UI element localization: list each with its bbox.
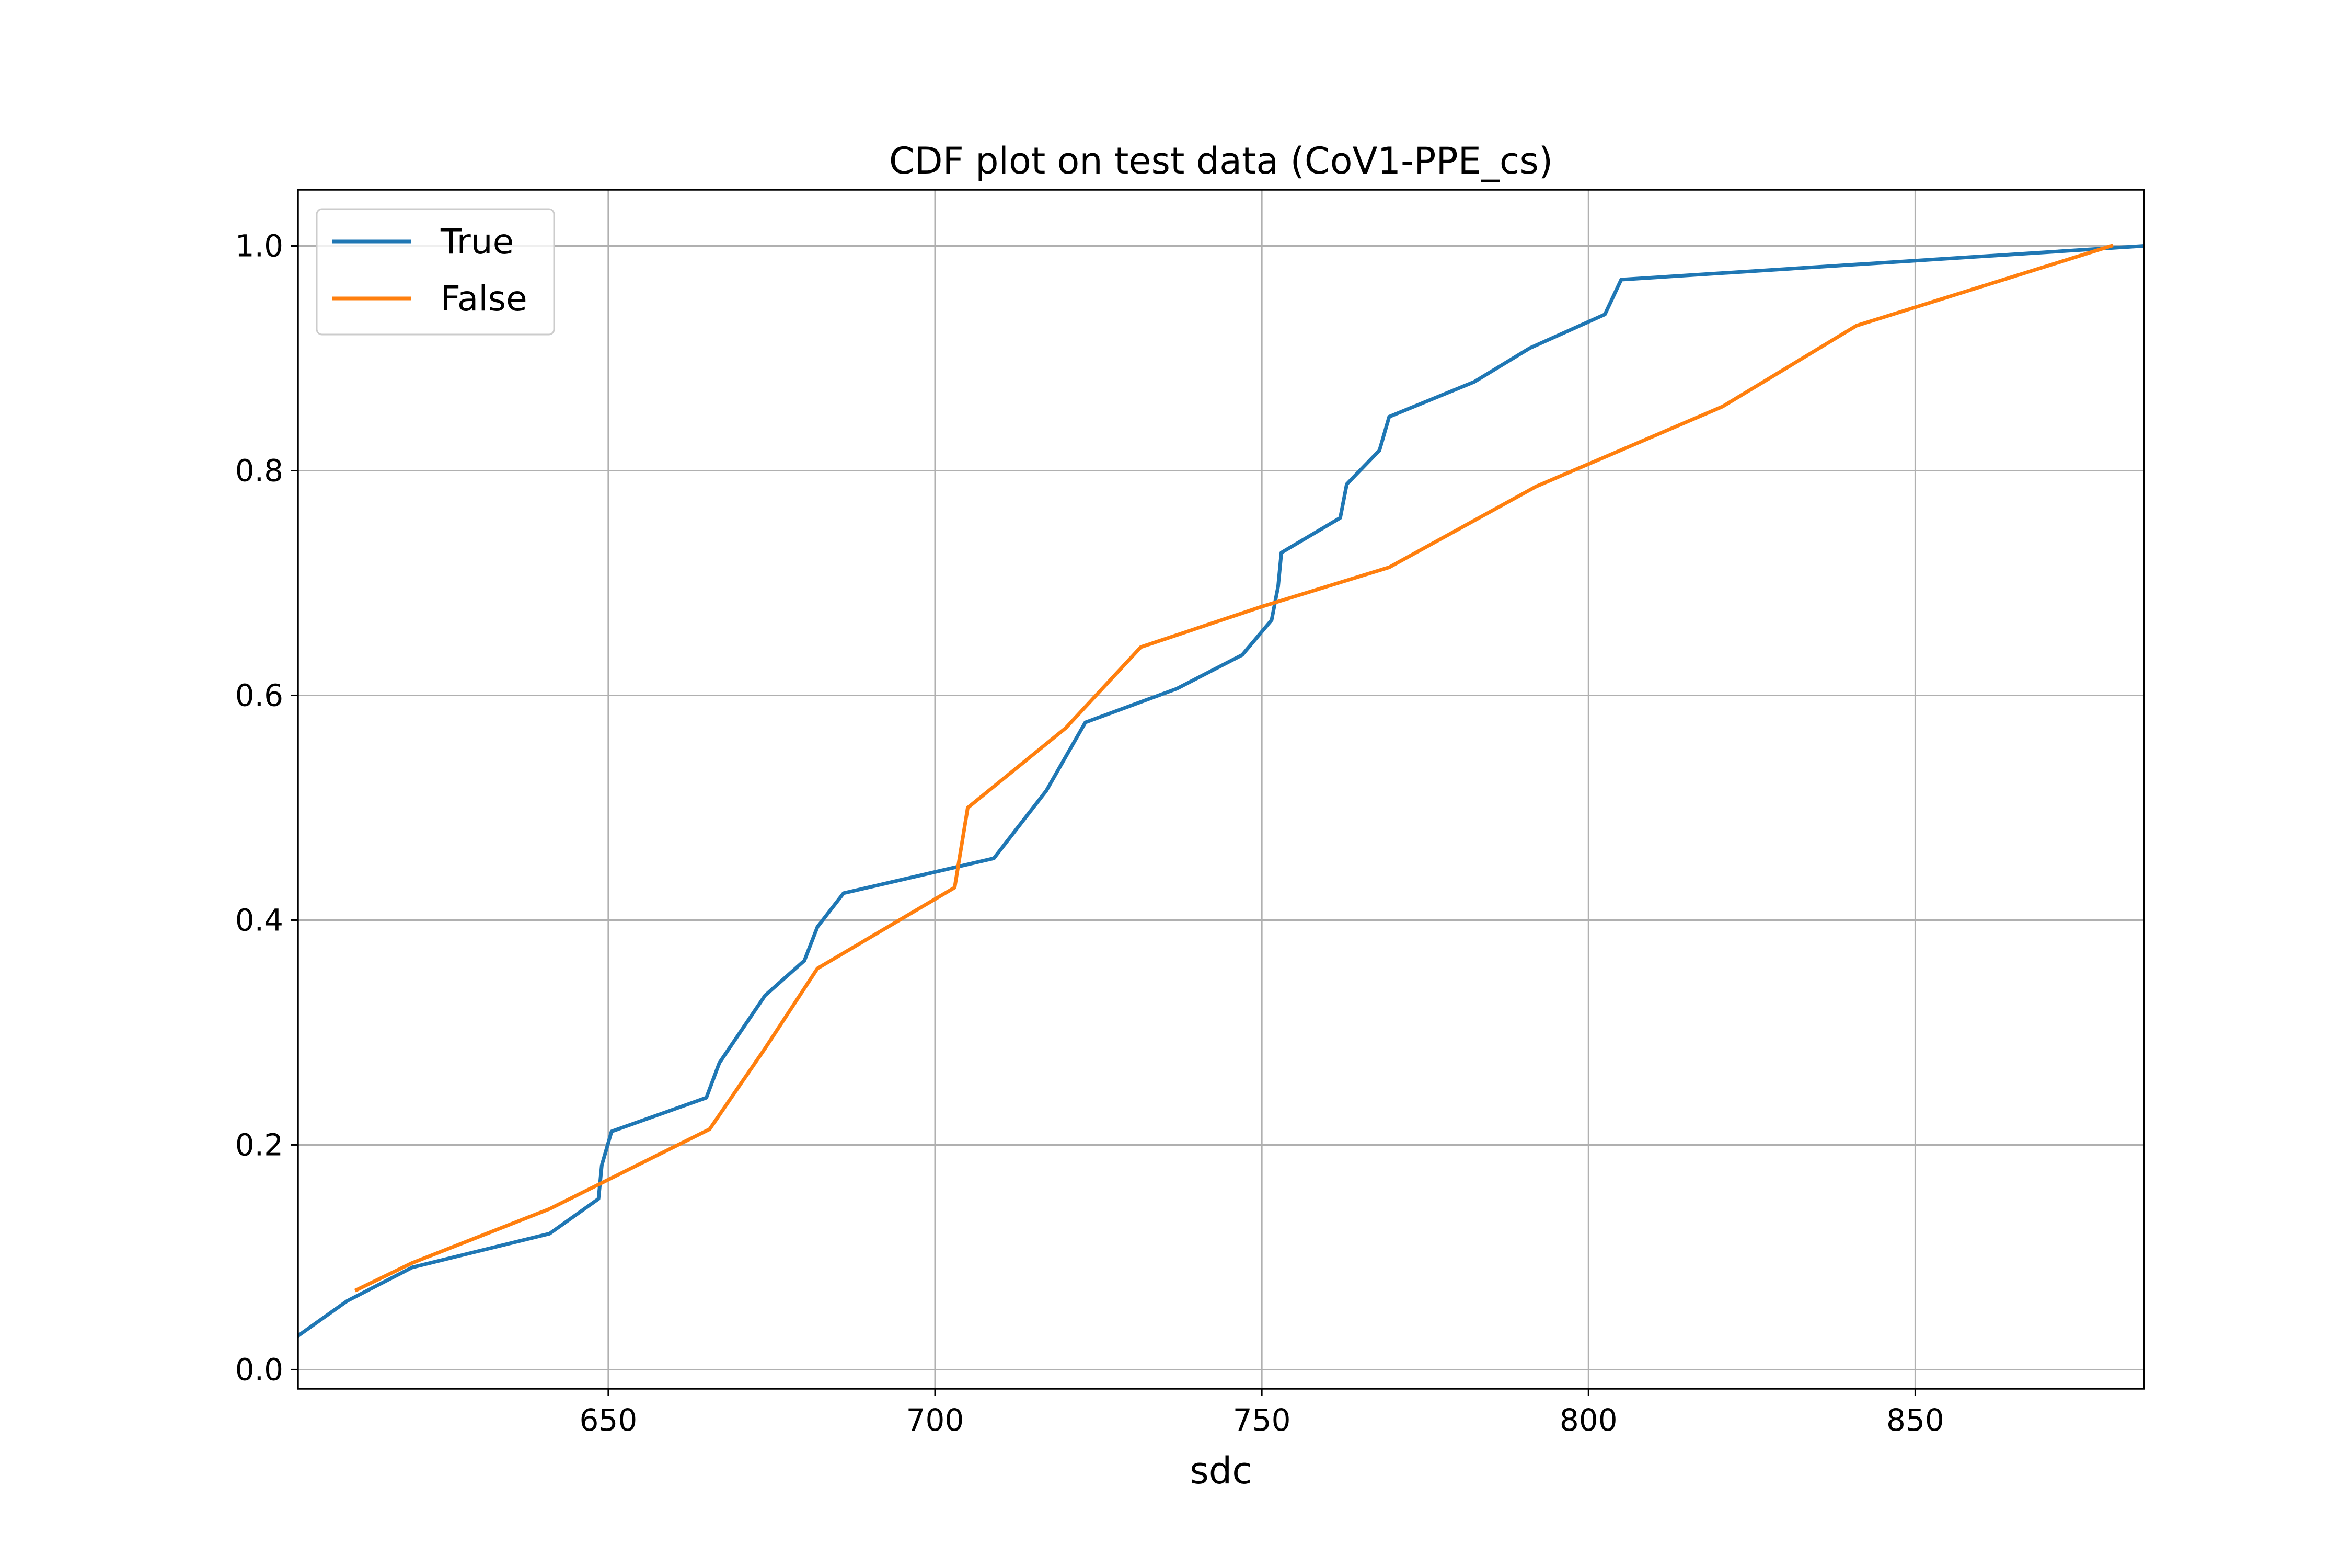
y-tick-label: 0.4 [235, 902, 283, 938]
y-tick-label: 0.0 [235, 1352, 283, 1387]
grid-lines [298, 190, 2144, 1389]
y-tick-label: 0.8 [235, 453, 283, 488]
series-lines [298, 244, 2144, 1339]
x-tick-label: 700 [906, 1402, 964, 1438]
x-tick-label: 650 [580, 1402, 638, 1438]
y-tick-label: 0.2 [235, 1127, 283, 1162]
legend-label-true: True [440, 222, 514, 262]
legend-label-false: False [441, 279, 527, 319]
chart-title: CDF plot on test data (CoV1-PPE_cs) [889, 140, 1553, 182]
legend: True False [316, 208, 555, 336]
axis-ticks: 650 700 750 800 850 0.0 0.2 0.4 0.6 0.8 1.0 [235, 228, 1944, 1438]
y-tick-label: 1.0 [235, 228, 283, 263]
series-line-true [298, 244, 2144, 1339]
plot-frame [297, 189, 2145, 1390]
x-tick-label: 750 [1233, 1402, 1291, 1438]
x-axis-label: sdc [1190, 1449, 1252, 1492]
series-line-false [354, 244, 2114, 1293]
plot-area-background [298, 190, 2144, 1389]
x-tick-label: 800 [1560, 1402, 1618, 1438]
x-tick-label: 850 [1886, 1402, 1944, 1438]
y-tick-label: 0.6 [235, 677, 283, 713]
